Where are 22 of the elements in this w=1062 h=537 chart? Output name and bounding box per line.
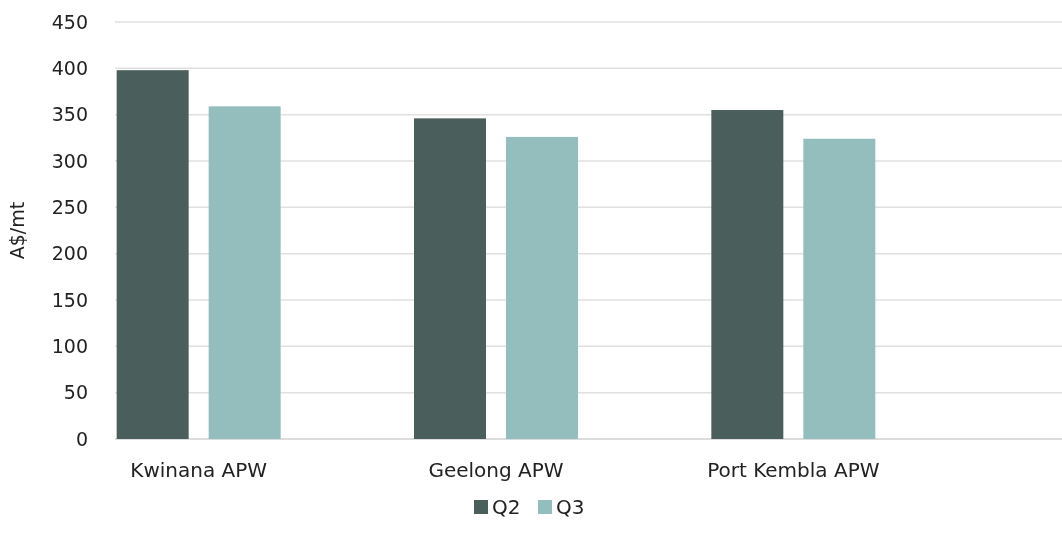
bar	[506, 136, 578, 439]
legend-label: Q3	[556, 495, 585, 519]
x-tick-label: Kwinana APW	[130, 458, 268, 482]
y-tick-label: 350	[51, 103, 88, 126]
legend-label: Q2	[492, 495, 521, 519]
y-tick-label: 150	[51, 288, 88, 311]
bar	[711, 110, 784, 439]
bar	[414, 118, 486, 439]
y-tick-label: 200	[51, 242, 88, 265]
x-tick-label: Geelong APW	[428, 458, 564, 482]
bar	[116, 70, 189, 439]
y-axis-title: A$/mt	[6, 201, 28, 260]
x-tick-label: Port Kembla APW	[707, 458, 880, 482]
y-tick-label: 100	[51, 334, 88, 357]
y-tick-label: 0	[75, 427, 88, 450]
y-tick-label: 300	[51, 149, 88, 172]
y-tick-label: 250	[51, 195, 88, 218]
y-tick-label: 400	[51, 56, 88, 79]
bar	[208, 106, 281, 439]
bar	[803, 138, 876, 439]
y-tick-label: 50	[63, 381, 88, 404]
y-tick-label: 450	[51, 10, 88, 33]
